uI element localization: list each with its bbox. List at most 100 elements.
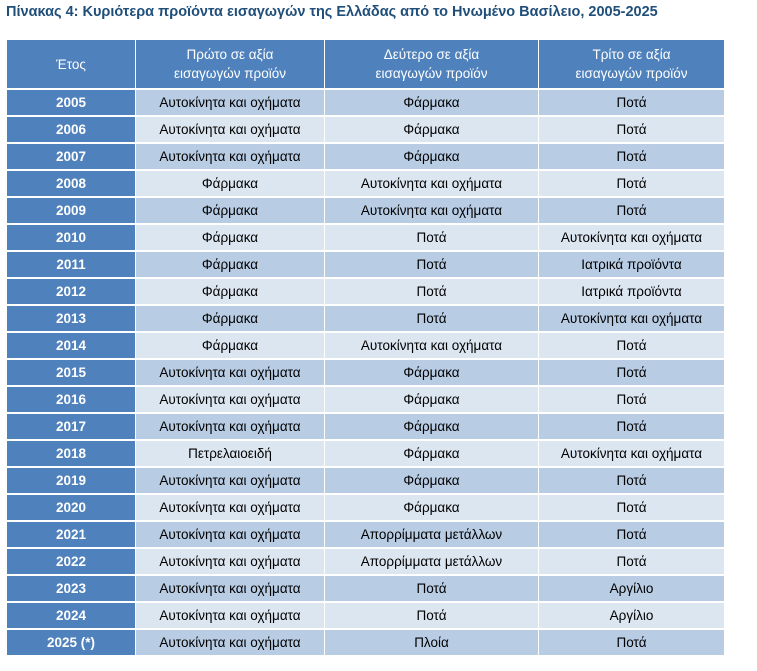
second-product-cell: Απορρίμματα μετάλλων [325, 549, 539, 576]
third-product-cell: Αργίλιο [539, 576, 724, 603]
first-product-cell: Αυτοκίνητα και οχήματα [136, 603, 325, 630]
year-cell: 2019 [7, 468, 136, 495]
third-product-cell: Ποτά [539, 387, 724, 414]
column-header-first-line2: εισαγωγών προϊόν [174, 66, 286, 81]
first-product-cell: Αυτοκίνητα και οχήματα [136, 468, 325, 495]
first-product-cell: Αυτοκίνητα και οχήματα [136, 576, 325, 603]
column-header-third-line1: Τρίτο σε αξία [592, 47, 671, 62]
table-row: 2022 Αυτοκίνητα και οχήματα Απορρίμματα με… [7, 549, 724, 576]
table-row: 2023 Αυτοκίνητα και οχήματα Ποτά Αργίλιο [7, 576, 724, 603]
year-cell: 2010 [7, 225, 136, 252]
second-product-cell: Φάρμακα [325, 360, 539, 387]
first-product-cell: Αυτοκίνητα και οχήματα [136, 387, 325, 414]
year-cell: 2015 [7, 360, 136, 387]
first-product-cell: Φάρμακα [136, 225, 325, 252]
table-body: 2005 Αυτοκίνητα και οχήματα Φάρμακα Ποτά 200… [7, 90, 724, 657]
first-product-cell: Αυτοκίνητα και οχήματα [136, 360, 325, 387]
third-product-cell: Αυτοκίνητα και οχήματα [539, 441, 724, 468]
first-product-cell: Αυτοκίνητα και οχήματα [136, 117, 325, 144]
third-product-cell: Αυτοκίνητα και οχήματα [539, 306, 724, 333]
year-cell: 2014 [7, 333, 136, 360]
second-product-cell: Ποτά [325, 306, 539, 333]
table-row: 2017 Αυτοκίνητα και οχήματα Φάρμακα Ποτά [7, 414, 724, 441]
column-header-first-line1: Πρώτο σε αξία [186, 47, 274, 62]
table-title: Πίνακας 4: Κυριότερα προϊόντα εισαγωγών … [6, 4, 658, 20]
column-header-year-label: Έτος [56, 56, 86, 72]
table-row: 2019 Αυτοκίνητα και οχήματα Φάρμακα Ποτά [7, 468, 724, 495]
second-product-cell: Φάρμακα [325, 414, 539, 441]
column-header-second-line1: Δεύτερο σε αξία [383, 47, 480, 62]
year-cell: 2017 [7, 414, 136, 441]
second-product-cell: Αυτοκίνητα και οχήματα [325, 171, 539, 198]
first-product-cell: Φάρμακα [136, 252, 325, 279]
third-product-cell: Ποτά [539, 522, 724, 549]
second-product-cell: Φάρμακα [325, 468, 539, 495]
column-header-first: Πρώτο σε αξία εισαγωγών προϊόν [136, 40, 325, 90]
year-cell: 2006 [7, 117, 136, 144]
third-product-cell: Ποτά [539, 117, 724, 144]
year-cell: 2007 [7, 144, 136, 171]
second-product-cell: Ποτά [325, 252, 539, 279]
table-row: 2011 Φάρμακα Ποτά Ιατρικά προϊόντα [7, 252, 724, 279]
table-row: 2005 Αυτοκίνητα και οχήματα Φάρμακα Ποτά [7, 90, 724, 117]
second-product-cell: Φάρμακα [325, 387, 539, 414]
third-product-cell: Αυτοκίνητα και οχήματα [539, 225, 724, 252]
imports-table: Έτος Πρώτο σε αξία εισαγωγών προϊόν Δεύτ… [7, 40, 724, 657]
third-product-cell: Ποτά [539, 198, 724, 225]
year-cell: 2022 [7, 549, 136, 576]
third-product-cell: Ποτά [539, 414, 724, 441]
second-product-cell: Φάρμακα [325, 117, 539, 144]
third-product-cell: Ποτά [539, 90, 724, 117]
first-product-cell: Φάρμακα [136, 198, 325, 225]
column-header-third: Τρίτο σε αξία εισαγωγών προϊόν [539, 40, 724, 90]
year-cell: 2005 [7, 90, 136, 117]
third-product-cell: Ποτά [539, 171, 724, 198]
third-product-cell: Ποτά [539, 495, 724, 522]
third-product-cell: Ποτά [539, 630, 724, 657]
table-row: 2020 Αυτοκίνητα και οχήματα Φάρμακα Ποτά [7, 495, 724, 522]
year-cell: 2013 [7, 306, 136, 333]
first-product-cell: Αυτοκίνητα και οχήματα [136, 522, 325, 549]
year-cell: 2023 [7, 576, 136, 603]
year-cell: 2016 [7, 387, 136, 414]
second-product-cell: Φάρμακα [325, 90, 539, 117]
second-product-cell: Ποτά [325, 603, 539, 630]
first-product-cell: Φάρμακα [136, 306, 325, 333]
year-cell: 2011 [7, 252, 136, 279]
table-row: 2008 Φάρμακα Αυτοκίνητα και οχήματα Ποτά [7, 171, 724, 198]
first-product-cell: Φάρμακα [136, 279, 325, 306]
table-row: 2009 Φάρμακα Αυτοκίνητα και οχήματα Ποτά [7, 198, 724, 225]
table-row: 2016 Αυτοκίνητα και οχήματα Φάρμακα Ποτά [7, 387, 724, 414]
first-product-cell: Αυτοκίνητα και οχήματα [136, 144, 325, 171]
column-header-second: Δεύτερο σε αξία εισαγωγών προϊόν [325, 40, 539, 90]
third-product-cell: Ιατρικά προϊόντα [539, 279, 724, 306]
table-row: 2014 Φάρμακα Αυτοκίνητα και οχήματα Ποτά [7, 333, 724, 360]
year-cell: 2021 [7, 522, 136, 549]
second-product-cell: Απορρίμματα μετάλλων [325, 522, 539, 549]
third-product-cell: Ιατρικά προϊόντα [539, 252, 724, 279]
table-row: 2015 Αυτοκίνητα και οχήματα Φάρμακα Ποτά [7, 360, 724, 387]
table-row: 2018 Πετρελαιοειδή Φάρμακα Αυτοκίνητα και ο… [7, 441, 724, 468]
year-cell: 2025 (*) [7, 630, 136, 657]
table-row: 2006 Αυτοκίνητα και οχήματα Φάρμακα Ποτά [7, 117, 724, 144]
third-product-cell: Ποτά [539, 468, 724, 495]
third-product-cell: Αργίλιο [539, 603, 724, 630]
first-product-cell: Φάρμακα [136, 171, 325, 198]
second-product-cell: Φάρμακα [325, 495, 539, 522]
third-product-cell: Ποτά [539, 333, 724, 360]
first-product-cell: Αυτοκίνητα και οχήματα [136, 414, 325, 441]
table-row: 2021 Αυτοκίνητα και οχήματα Απορρίμματα με… [7, 522, 724, 549]
second-product-cell: Ποτά [325, 279, 539, 306]
table-row: 2025 (*) Αυτοκίνητα και οχήματα Πλοία Ποτά [7, 630, 724, 657]
third-product-cell: Ποτά [539, 549, 724, 576]
table-row: 2024 Αυτοκίνητα και οχήματα Ποτά Αργίλιο [7, 603, 724, 630]
year-cell: 2009 [7, 198, 136, 225]
second-product-cell: Φάρμακα [325, 144, 539, 171]
first-product-cell: Αυτοκίνητα και οχήματα [136, 495, 325, 522]
second-product-cell: Αυτοκίνητα και οχήματα [325, 333, 539, 360]
table-row: 2010 Φάρμακα Ποτά Αυτοκίνητα και οχήματα [7, 225, 724, 252]
column-header-third-line2: εισαγωγών προϊόν [575, 66, 688, 81]
second-product-cell: Πλοία [325, 630, 539, 657]
table-row: 2013 Φάρμακα Ποτά Αυτοκίνητα και οχήματα [7, 306, 724, 333]
first-product-cell: Αυτοκίνητα και οχήματα [136, 90, 325, 117]
